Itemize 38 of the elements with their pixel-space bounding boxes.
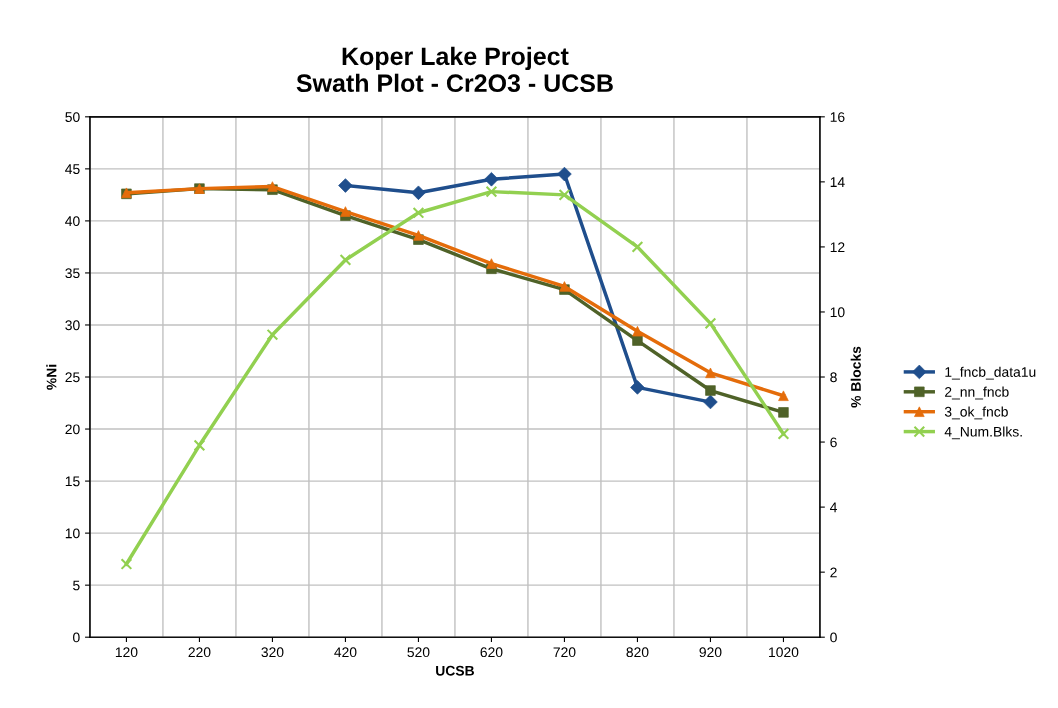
x-tick-label: 120 xyxy=(115,647,138,658)
y2-tick-label: 12 xyxy=(830,242,845,252)
x-tick-label: 720 xyxy=(553,647,576,658)
x-tick-label: 320 xyxy=(261,647,284,658)
x-tick-label: 520 xyxy=(407,647,430,658)
y-tick-label: 20 xyxy=(65,424,80,435)
y-tick-label: 5 xyxy=(73,580,80,591)
y2-tick-label: 2 xyxy=(830,567,837,578)
legend-label: 2_nn_fncb xyxy=(945,386,1009,400)
x-tick-label: 220 xyxy=(188,647,211,658)
x-tick-label: 420 xyxy=(334,647,357,658)
y2-tick-label: 14 xyxy=(830,177,845,187)
y2-tick-label: 4 xyxy=(829,502,837,513)
y-axis-title: %Ni xyxy=(46,364,57,390)
x-tick-label: 820 xyxy=(626,647,649,658)
y-tick-label: 15 xyxy=(65,476,80,487)
y-tick-label: 25 xyxy=(65,372,80,383)
legend-label: 3_ok_fncb xyxy=(944,406,1008,420)
y-tick-label: 30 xyxy=(65,320,80,331)
x-axis-title: UCSB xyxy=(436,665,474,676)
y-tick-label: 45 xyxy=(65,164,80,175)
y-tick-label: 35 xyxy=(65,268,80,279)
y2-axis-title: % Blocks xyxy=(850,346,861,408)
y-tick-label: 10 xyxy=(65,528,80,539)
y2-tick-label: 16 xyxy=(830,112,845,122)
x-tick-label: 620 xyxy=(480,647,503,658)
x-tick-label: 920 xyxy=(699,647,722,658)
x-tick-label: 1020 xyxy=(769,647,799,658)
y2-tick-label: 10 xyxy=(830,307,845,318)
y2-tick-label: 8 xyxy=(830,372,837,383)
y-tick-label: 0 xyxy=(73,632,80,643)
y2-tick-label: 6 xyxy=(830,437,837,448)
legend-label: 1_fncb_data1u xyxy=(945,366,1036,380)
chart-title: Koper Lake Project Swath Plot - Cr2O3 - UCSB xyxy=(296,46,613,93)
y2-tick-label: 0 xyxy=(830,632,837,643)
y-tick-label: 40 xyxy=(65,216,80,227)
y-tick-label: 50 xyxy=(65,112,80,122)
legend-label: 4_Num.Blks. xyxy=(944,426,1022,440)
